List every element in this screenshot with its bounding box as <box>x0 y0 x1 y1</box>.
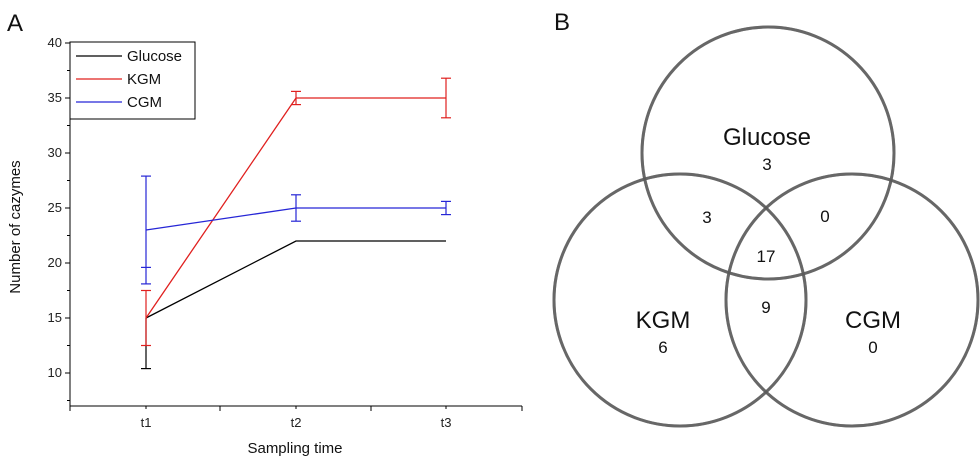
y-tick-label: 40 <box>48 35 62 50</box>
error-bars <box>141 77 451 370</box>
y-tick-label: 35 <box>48 90 62 105</box>
venn-count-cgm-only: 0 <box>868 338 877 357</box>
x-axis-title: Sampling time <box>247 440 342 457</box>
venn-label-glucose: Glucose <box>723 124 811 151</box>
venn-label-kgm: KGM <box>636 307 691 334</box>
venn-circle-kgm-outline <box>552 172 808 428</box>
x-tick-label: t3 <box>441 415 452 430</box>
panel-a-letter: A <box>7 10 23 37</box>
venn-circle-cgm-outline <box>724 172 980 428</box>
venn-count-all: 17 <box>757 247 776 266</box>
x-tick-labels: t1 t2 t3 <box>141 415 452 430</box>
venn-count-kgm-only: 6 <box>658 338 667 357</box>
venn-count-glucose-only: 3 <box>762 155 771 174</box>
panel-b-letter: B <box>554 9 570 36</box>
venn-count-glucose-cgm: 0 <box>820 207 829 226</box>
y-tick-label: 15 <box>48 310 62 325</box>
venn-circle-glucose-outline <box>640 25 896 281</box>
legend-label-glucose: Glucose <box>127 48 182 65</box>
line-chart: 10 15 20 25 30 35 40 t1 t2 t3 Glucose KGM CGM Samp… <box>7 35 523 457</box>
y-tick-label: 20 <box>48 255 62 270</box>
series-line-glucose <box>145 240 446 319</box>
venn-label-cgm: CGM <box>845 307 901 334</box>
y-tick-label: 25 <box>48 200 62 215</box>
y-tick-label: 30 <box>48 145 62 160</box>
legend-label-kgm: KGM <box>127 71 161 88</box>
y-tick-labels: 10 15 20 25 30 35 40 <box>48 35 62 380</box>
legend-box <box>69 41 196 120</box>
venn-count-kgm-cgm: 9 <box>761 298 770 317</box>
x-tick-label: t2 <box>291 415 302 430</box>
legend-label-cgm: CGM <box>127 94 162 111</box>
legend: Glucose KGM CGM <box>69 41 196 120</box>
venn-diagram: Glucose KGM CGM 3 6 0 3 0 9 17 <box>552 25 980 428</box>
x-tick-label: t1 <box>141 415 152 430</box>
y-axis-title: Number of cazymes <box>7 160 24 293</box>
venn-count-glucose-kgm: 3 <box>702 208 711 227</box>
y-tick-label: 10 <box>48 365 62 380</box>
